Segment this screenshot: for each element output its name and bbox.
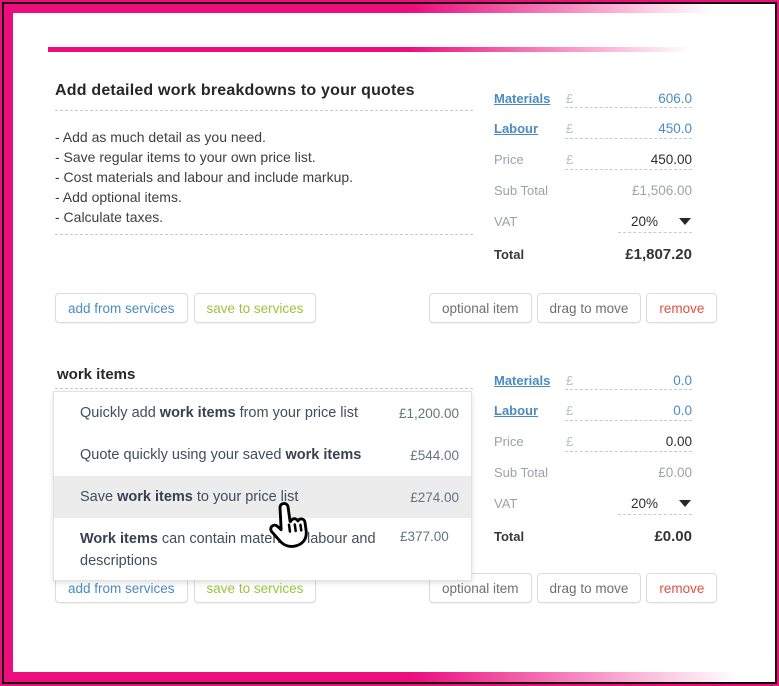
input-underline xyxy=(565,420,692,421)
save-to-services-button[interactable]: save to services xyxy=(193,293,317,323)
feature-bullet: - Add as much detail as you need. xyxy=(55,129,266,145)
dropdown-item-hovered[interactable]: Save work items to your price list £274.… xyxy=(54,476,471,518)
labour-row: Labour £ 0.0 xyxy=(494,398,692,422)
feature-bullet: - Cost materials and labour and include … xyxy=(55,169,354,185)
input-underline xyxy=(565,451,692,452)
remove-button[interactable]: remove xyxy=(646,293,718,323)
price-input[interactable]: 450.00 xyxy=(650,151,692,167)
subtotal-row: Sub Total £0.00 xyxy=(494,460,692,484)
chevron-down-icon[interactable] xyxy=(679,499,691,507)
total-row: Total £1,807.20 xyxy=(494,242,692,266)
feature-bullet-list: - Add as much detail as you need. - Save… xyxy=(55,127,353,227)
materials-input[interactable]: 0.0 xyxy=(673,372,692,388)
currency-symbol: £ xyxy=(566,433,574,449)
add-from-services-button[interactable]: add from services xyxy=(55,293,188,323)
price-input[interactable]: 0.00 xyxy=(665,433,692,449)
subtotal-label: Sub Total xyxy=(494,182,548,198)
dropdown-item-price: £1,200.00 xyxy=(398,405,459,421)
dropdown-item-price: £274.00 xyxy=(410,489,459,505)
currency-symbol: £ xyxy=(566,151,574,167)
feature-bullet: - Save regular items to your own price l… xyxy=(55,149,316,165)
input-underline xyxy=(565,138,692,139)
work-items-title: work items xyxy=(57,366,136,383)
feature-bullet: - Calculate taxes. xyxy=(55,209,164,225)
price-label: Price xyxy=(494,151,524,167)
total-value: £0.00 xyxy=(654,527,692,545)
divider xyxy=(55,388,473,389)
feature-bullet: - Add optional items. xyxy=(55,189,182,205)
quote-totals-panel: Materials £ 606.0 Labour £ 450.0 Price £… xyxy=(494,80,692,266)
work-items-dropdown: Quickly add work items from your price l… xyxy=(53,391,472,581)
materials-input[interactable]: 606.0 xyxy=(658,90,692,106)
labour-link[interactable]: Labour xyxy=(494,402,539,418)
materials-link[interactable]: Materials xyxy=(494,90,551,106)
dropdown-item-price: £377.00 xyxy=(400,529,449,544)
total-label: Total xyxy=(494,528,525,544)
remove-button[interactable]: remove xyxy=(646,573,718,603)
dropdown-item[interactable]: Work items can contain materials, labour… xyxy=(54,518,471,580)
item-actions-right: optional item drag to move remove xyxy=(429,293,718,323)
dropdown-item-text: Quote quickly using your saved work item… xyxy=(80,447,362,463)
currency-symbol: £ xyxy=(566,90,574,106)
frame-top-band xyxy=(4,4,775,13)
input-underline xyxy=(565,389,692,390)
labour-input[interactable]: 450.0 xyxy=(658,120,692,136)
price-row: Price £ 0.00 xyxy=(494,429,692,453)
optional-item-button[interactable]: optional item xyxy=(429,293,532,323)
subtotal-row: Sub Total £1,506.00 xyxy=(494,178,692,202)
input-underline xyxy=(565,169,692,170)
item-actions-right: optional item drag to move remove xyxy=(429,573,718,603)
input-underline xyxy=(618,514,692,515)
price-label: Price xyxy=(494,433,524,449)
chevron-down-icon[interactable] xyxy=(679,217,691,225)
optional-item-button[interactable]: optional item xyxy=(429,573,532,603)
frame-left-band xyxy=(4,4,13,682)
total-label: Total xyxy=(494,246,525,262)
total-row: Total £0.00 xyxy=(494,524,692,548)
vat-label: VAT xyxy=(494,495,518,511)
input-underline xyxy=(565,107,692,108)
currency-symbol: £ xyxy=(566,372,574,388)
frame-bottom-band xyxy=(4,672,775,682)
header-accent-line xyxy=(48,47,691,52)
item-actions-left: add from services save to services xyxy=(55,293,317,323)
materials-row: Materials £ 0.0 xyxy=(494,368,692,392)
materials-row: Materials £ 606.0 xyxy=(494,86,692,110)
vat-select-value[interactable]: 20% xyxy=(630,213,658,229)
divider xyxy=(55,234,473,235)
dropdown-item[interactable]: Quote quickly using your saved work item… xyxy=(54,434,471,476)
total-value: £1,807.20 xyxy=(625,245,692,263)
drag-to-move-button[interactable]: drag to move xyxy=(536,573,642,603)
labour-row: Labour £ 450.0 xyxy=(494,116,692,140)
vat-row[interactable]: VAT 20% xyxy=(494,491,692,515)
divider xyxy=(55,110,473,111)
vat-row[interactable]: VAT 20% xyxy=(494,209,692,233)
page-title: Add detailed work breakdowns to your quo… xyxy=(55,82,415,99)
dropdown-item-text: Quickly add work items from your price l… xyxy=(80,405,359,421)
subtotal-value: £0.00 xyxy=(658,464,692,480)
drag-to-move-button[interactable]: drag to move xyxy=(536,293,642,323)
labour-input[interactable]: 0.0 xyxy=(673,402,692,418)
subtotal-label: Sub Total xyxy=(494,464,548,480)
price-row: Price £ 450.00 xyxy=(494,147,692,171)
work-item-totals-panel: Materials £ 0.0 Labour £ 0.0 Price £ 0.0… xyxy=(494,362,692,548)
dropdown-item-price: £544.00 xyxy=(410,447,459,463)
currency-symbol: £ xyxy=(566,402,574,418)
vat-label: VAT xyxy=(494,213,518,229)
currency-symbol: £ xyxy=(566,120,574,136)
subtotal-value: £1,506.00 xyxy=(631,182,692,198)
materials-link[interactable]: Materials xyxy=(494,372,551,388)
labour-link[interactable]: Labour xyxy=(494,120,539,136)
vat-select-value[interactable]: 20% xyxy=(630,495,658,511)
dropdown-item-text: Save work items to your price list xyxy=(80,489,299,505)
dropdown-item-text: Work items can contain materials, labour… xyxy=(80,531,376,569)
input-underline xyxy=(618,232,692,233)
dropdown-item[interactable]: Quickly add work items from your price l… xyxy=(54,392,471,434)
